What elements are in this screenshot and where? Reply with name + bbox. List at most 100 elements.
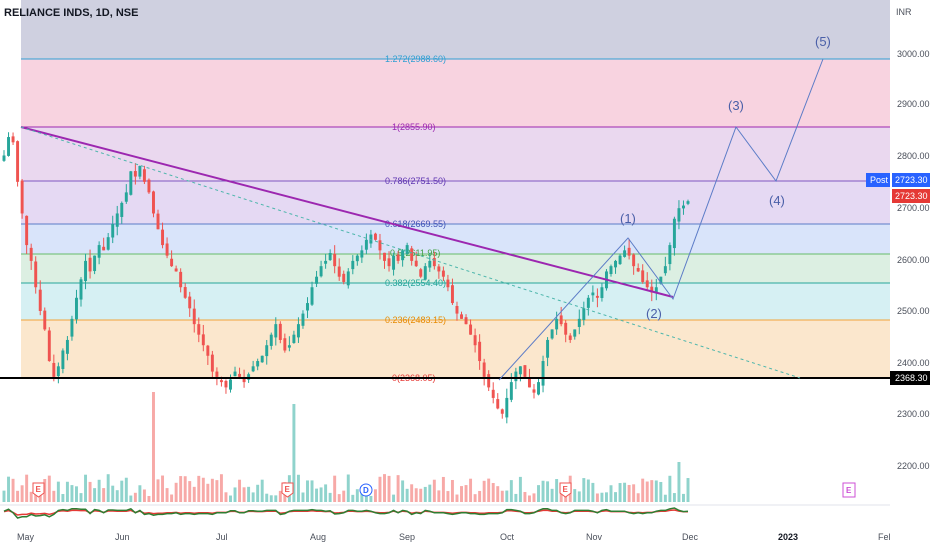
volume-bar xyxy=(301,492,305,502)
fib-label-0236: 0.236(2483.15) xyxy=(385,315,446,325)
candle-body xyxy=(192,308,196,325)
candle-body xyxy=(29,247,33,261)
volume-bar xyxy=(65,481,69,502)
candle-body xyxy=(161,229,165,246)
candle-body xyxy=(142,169,146,182)
candle-body xyxy=(20,180,24,214)
fib-zone-0382-05 xyxy=(21,254,890,283)
earnings-marker-4[interactable]: E xyxy=(842,482,856,498)
candle-body xyxy=(260,355,264,363)
candle-body xyxy=(219,380,223,383)
wave-projection[interactable] xyxy=(498,58,824,381)
y-tick-2700: 2700.00 xyxy=(897,203,930,213)
volume-bar xyxy=(269,495,273,502)
volume-bar xyxy=(120,480,124,502)
volume-bar xyxy=(2,490,6,502)
candle-body xyxy=(550,329,554,339)
volume-bar xyxy=(183,476,187,502)
candle-body xyxy=(414,260,418,267)
volume-bar xyxy=(681,493,685,502)
candle-body xyxy=(555,318,559,330)
volume-bar xyxy=(532,493,536,502)
last-price-tag-text: 2723.30 xyxy=(895,191,928,201)
volume-bar xyxy=(147,495,151,502)
volume-bar xyxy=(161,475,165,502)
volume-bar xyxy=(192,486,196,502)
candle-body xyxy=(97,245,101,258)
candle-body xyxy=(396,254,400,261)
candle-body xyxy=(672,218,676,249)
post-price-tag-text: 2723.30 xyxy=(895,175,928,185)
candle-body xyxy=(686,201,690,204)
volume-bar xyxy=(333,475,337,502)
candle-body xyxy=(292,334,296,343)
y-tick-3000: 3000.00 xyxy=(897,49,930,59)
purple-trendline[interactable] xyxy=(20,126,674,298)
volume-bar xyxy=(663,494,667,502)
earnings-marker-1[interactable]: E xyxy=(32,482,45,498)
candle-body xyxy=(518,366,522,375)
volume-bar xyxy=(38,490,42,502)
fib-label-0382: 0.382(2554.40) xyxy=(385,278,446,288)
candle-body xyxy=(328,252,332,261)
candle-body xyxy=(441,270,445,277)
candle-body xyxy=(265,345,269,357)
volume-bar xyxy=(460,486,463,502)
candle-body xyxy=(568,335,572,340)
volume-bar xyxy=(686,478,690,502)
volume-bar xyxy=(623,482,627,502)
volume-bar xyxy=(106,474,110,502)
candle-body xyxy=(364,239,368,250)
volume-bar xyxy=(61,494,65,502)
candle-body xyxy=(595,295,599,298)
volume-bar xyxy=(224,492,228,502)
candle-body xyxy=(215,371,219,377)
post-tag: Post xyxy=(866,173,890,187)
candle-body xyxy=(310,287,314,305)
candle-body xyxy=(455,305,459,314)
earnings-marker-3[interactable]: E xyxy=(559,482,572,498)
volume-bar xyxy=(419,488,423,502)
volume-bar xyxy=(219,474,223,502)
currency-label: INR xyxy=(896,7,912,17)
candle-body xyxy=(373,233,377,240)
price-axis[interactable]: INR 3000.00 2900.00 2800.00 2700.00 2600… xyxy=(896,7,930,471)
volume-bar xyxy=(88,481,92,502)
volume-bar xyxy=(573,489,577,502)
candle-body xyxy=(324,260,328,264)
candle-body xyxy=(419,269,423,277)
volume-bar xyxy=(668,475,672,502)
candles xyxy=(2,132,690,424)
volume-bar xyxy=(201,477,205,502)
volume-bar xyxy=(527,495,531,502)
candle-body xyxy=(645,280,649,288)
earnings-marker-2[interactable]: E xyxy=(281,482,294,498)
candle-body xyxy=(2,155,6,161)
dashed-trendline[interactable] xyxy=(20,126,801,379)
volume-bar xyxy=(328,492,332,502)
volume-bar xyxy=(469,478,473,502)
volume-bar xyxy=(614,492,617,502)
candle-body xyxy=(224,380,228,388)
volume-bar xyxy=(70,485,74,502)
volume-bar xyxy=(43,478,47,502)
volume-bar xyxy=(441,476,445,502)
candle-body xyxy=(668,245,672,265)
volume-bar xyxy=(102,488,106,502)
y-tick-2900: 2900.00 xyxy=(897,99,930,109)
volume-bar xyxy=(582,478,586,502)
candle-body xyxy=(636,268,640,272)
volume-bar xyxy=(296,474,300,502)
x-tick-feb: Fel xyxy=(878,532,891,542)
wave-label-1: (1) xyxy=(620,211,636,226)
time-axis[interactable]: May Jun Jul Aug Sep Oct Nov Dec 2023 Fel xyxy=(17,532,891,542)
volume-bar xyxy=(152,392,155,502)
candle-body xyxy=(437,266,441,272)
dividend-marker[interactable]: D xyxy=(359,483,373,497)
earnings-marker-1-label: E xyxy=(36,485,42,494)
candle-body xyxy=(342,273,346,282)
candle-body xyxy=(274,324,278,338)
candle-body xyxy=(84,260,88,282)
volume-bar xyxy=(577,491,581,502)
